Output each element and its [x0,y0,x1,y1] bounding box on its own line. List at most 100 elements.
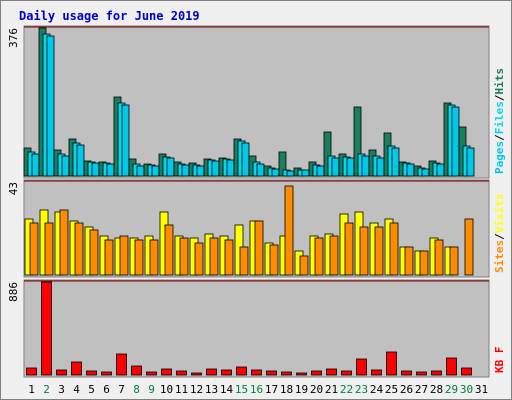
bar-visits-sites-day-7 [119,235,129,276]
x-tick-label-15: 15 [235,383,248,396]
bar-visits-sites-day-18 [284,185,294,276]
panel-visits-max-label: 43 [7,182,20,195]
x-tick-label-31: 31 [475,383,488,396]
bar-kbytes-kb-f-day-14 [221,369,232,376]
bar-kbytes-kb-f-day-22 [341,370,352,376]
bar-kbytes-kb-f-day-21 [326,368,337,376]
bar-kbytes-kb-f-day-30 [461,367,472,376]
bar-hits-pages-day-22 [346,157,355,177]
legend-hits-item-4: Hits [493,68,506,95]
bar-kbytes-kb-f-day-12 [191,372,202,376]
bar-hits-pages-day-25 [391,147,400,177]
bar-kbytes-kb-f-day-16 [251,369,262,376]
bar-hits-pages-day-14 [226,159,235,177]
bar-kbytes-kb-f-day-29 [446,357,457,376]
panel-visits-legend: Sites/Visits [493,194,506,274]
x-tick-label-9: 9 [148,383,155,396]
x-tick-label-23: 23 [355,383,368,396]
bar-hits-pages-day-10 [166,157,175,177]
bar-visits-sites-day-21 [329,235,339,276]
x-tick-label-5: 5 [88,383,95,396]
bar-hits-pages-day-23 [361,155,370,177]
legend-kbytes-item-1 [493,353,506,360]
bar-kbytes-kb-f-day-20 [311,370,322,376]
x-tick-label-14: 14 [220,383,234,396]
bar-visits-sites-day-4 [74,222,84,276]
x-tick-label-30: 30 [460,383,473,396]
bar-hits-pages-day-4 [76,144,85,177]
bar-hits-pages-day-1 [31,153,40,177]
x-tick-label-8: 8 [133,383,140,396]
bar-kbytes-kb-f-day-28 [431,370,442,376]
x-tick-label-10: 10 [160,383,173,396]
bar-visits-sites-day-24 [374,226,384,276]
legend-visits-item-2: Visits [493,194,506,234]
bar-kbytes-kb-f-day-3 [56,369,67,376]
bar-hits-pages-day-18 [286,170,295,177]
panel-hits: 376 Pages/Files/Hits [7,25,506,179]
bar-visits-sites-day-16 [254,220,264,276]
panel-hits-legend: Pages/Files/Hits [493,68,506,174]
bar-hits-pages-day-7 [121,104,130,177]
bar-visits-sites-day-26 [404,246,414,276]
bar-kbytes-kb-f-day-19 [296,372,307,376]
bar-hits-pages-day-30 [466,147,475,177]
x-tick-label-27: 27 [415,383,428,396]
x-tick-label-12: 12 [190,383,203,396]
bar-visits-sites-day-15 [239,246,249,276]
bar-kbytes-kb-f-day-6 [101,371,112,376]
x-tick-label-22: 22 [340,383,353,396]
x-tick-label-29: 29 [445,383,458,396]
legend-hits-item-2: Files [493,101,506,134]
bar-hits-pages-day-3 [61,155,70,177]
panel-visits: 43 Sites/Visits [7,179,506,278]
x-tick-label-2: 2 [43,383,50,396]
bar-kbytes-kb-f-day-26 [401,370,412,376]
panel-kbytes: 886 KB F [7,279,506,378]
bar-kbytes-kb-f-day-15 [236,366,247,376]
x-tick-label-17: 17 [265,383,278,396]
bar-kbytes-kb-f-day-13 [206,368,217,376]
panel-kbytes-legend: KB F [493,347,506,374]
bar-visits-sites-day-13 [209,237,219,276]
bar-hits-pages-day-24 [376,157,385,177]
x-tick-label-21: 21 [325,383,338,396]
bar-kbytes-kb-f-day-18 [281,371,292,376]
bar-kbytes-kb-f-day-25 [386,351,397,376]
x-tick-label-13: 13 [205,383,218,396]
legend-kbytes-item-2: F [493,347,506,354]
bar-hits-pages-day-20 [316,165,325,177]
bar-hits-pages-day-17 [271,168,280,177]
bar-hits-hits-day-18 [278,151,287,177]
x-tick-label-16: 16 [250,383,263,396]
bar-kbytes-kb-f-day-23 [356,358,367,376]
x-tick-label-3: 3 [58,383,65,396]
x-tick-label-11: 11 [175,383,188,396]
x-tick-label-4: 4 [73,383,80,396]
bar-kbytes-kb-f-day-8 [131,365,142,376]
bar-hits-pages-day-6 [106,163,115,177]
bar-hits-pages-day-15 [241,142,250,177]
panel-kbytes-background [23,279,490,378]
bar-hits-pages-day-9 [151,165,160,177]
chart-title: Daily usage for June 2019 [19,9,200,23]
bar-visits-sites-day-29 [449,246,459,276]
bar-hits-pages-day-11 [181,164,190,177]
bar-visits-sites-day-6 [104,239,114,276]
bar-kbytes-kb-f-day-24 [371,369,382,376]
legend-visits-item-1: / [493,233,506,240]
bar-visits-sites-day-27 [419,250,429,276]
bar-visits-sites-day-19 [299,255,309,276]
bar-visits-sites-day-28 [434,239,444,276]
bar-kbytes-kb-f-day-11 [176,370,187,376]
bar-visits-sites-day-30 [464,218,474,276]
bar-hits-pages-day-28 [436,163,445,177]
bar-visits-sites-day-10 [164,224,174,276]
x-tick-label-24: 24 [370,383,384,396]
bar-hits-pages-day-16 [256,163,265,177]
panel-hits-max-label: 376 [7,28,20,48]
bar-visits-sites-day-11 [179,237,189,276]
bar-hits-pages-day-12 [196,165,205,177]
